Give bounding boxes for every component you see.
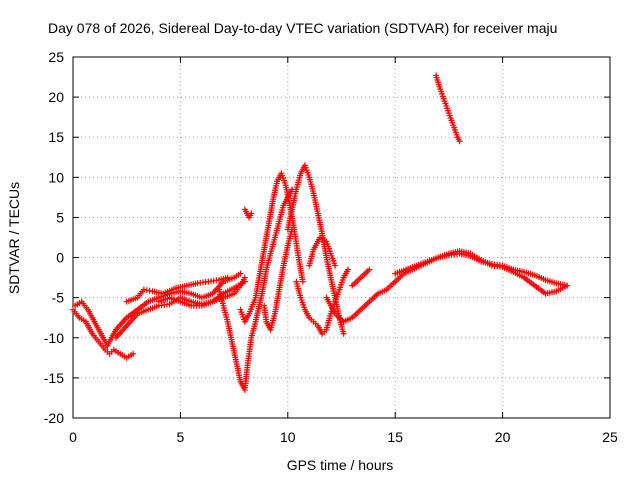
plot-frame (72, 56, 611, 419)
data-point (456, 138, 463, 145)
series-track-p (392, 250, 571, 289)
grid-lines (73, 57, 610, 418)
axis-ticks (72, 56, 611, 419)
data-point (332, 262, 339, 269)
data-point (248, 210, 255, 217)
y-tick-label: 25 (48, 49, 64, 65)
series-track-l (293, 266, 351, 337)
y-tick-label: 15 (48, 129, 64, 145)
x-tick-labels: 0 5 10 15 20 25 (69, 429, 618, 445)
data-point (366, 266, 373, 273)
series-track-m (306, 234, 339, 269)
y-tick-labels: -20 -15 -10 -5 0 5 10 15 20 25 (44, 49, 64, 426)
y-tick-label: -5 (52, 290, 65, 306)
series-track-q (433, 72, 463, 145)
y-tick-label: 5 (56, 209, 64, 225)
y-tick-label: -10 (44, 330, 64, 346)
data-point (241, 274, 248, 281)
data-point (564, 282, 571, 289)
series-track-b (72, 298, 111, 349)
x-tick-label: 15 (387, 429, 403, 445)
data-point (340, 330, 347, 337)
series-track-n (323, 248, 571, 325)
x-tick-label: 0 (69, 429, 77, 445)
data-point (344, 266, 351, 273)
x-tick-label: 20 (495, 429, 511, 445)
x-tick-label: 25 (602, 429, 618, 445)
series-track-e (123, 274, 231, 305)
x-axis-label: GPS time / hours (287, 457, 394, 473)
x-tick-label: 10 (280, 429, 296, 445)
series-track-d (112, 278, 248, 341)
data-point (237, 270, 244, 277)
y-tick-label: 0 (56, 250, 64, 266)
y-tick-label: 10 (48, 169, 64, 185)
y-tick-label: -20 (44, 410, 64, 426)
y-axis-label: SDTVAR / TECUs (6, 182, 22, 294)
chart-title: Day 078 of 2026, Sidereal Day-to-day VTE… (48, 20, 557, 36)
series-track-f (155, 274, 248, 309)
series-track-j (261, 226, 296, 333)
data-point (299, 278, 306, 285)
series-track-g (216, 186, 296, 393)
y-tick-label: -15 (44, 370, 64, 386)
series-track-a (70, 306, 137, 361)
data-point (224, 274, 231, 281)
data-marks (70, 72, 571, 393)
series-track-i (241, 206, 255, 221)
series-track-o (349, 266, 373, 289)
y-tick-label: 20 (48, 89, 64, 105)
x-tick-label: 5 (177, 429, 185, 445)
data-point (130, 350, 137, 357)
